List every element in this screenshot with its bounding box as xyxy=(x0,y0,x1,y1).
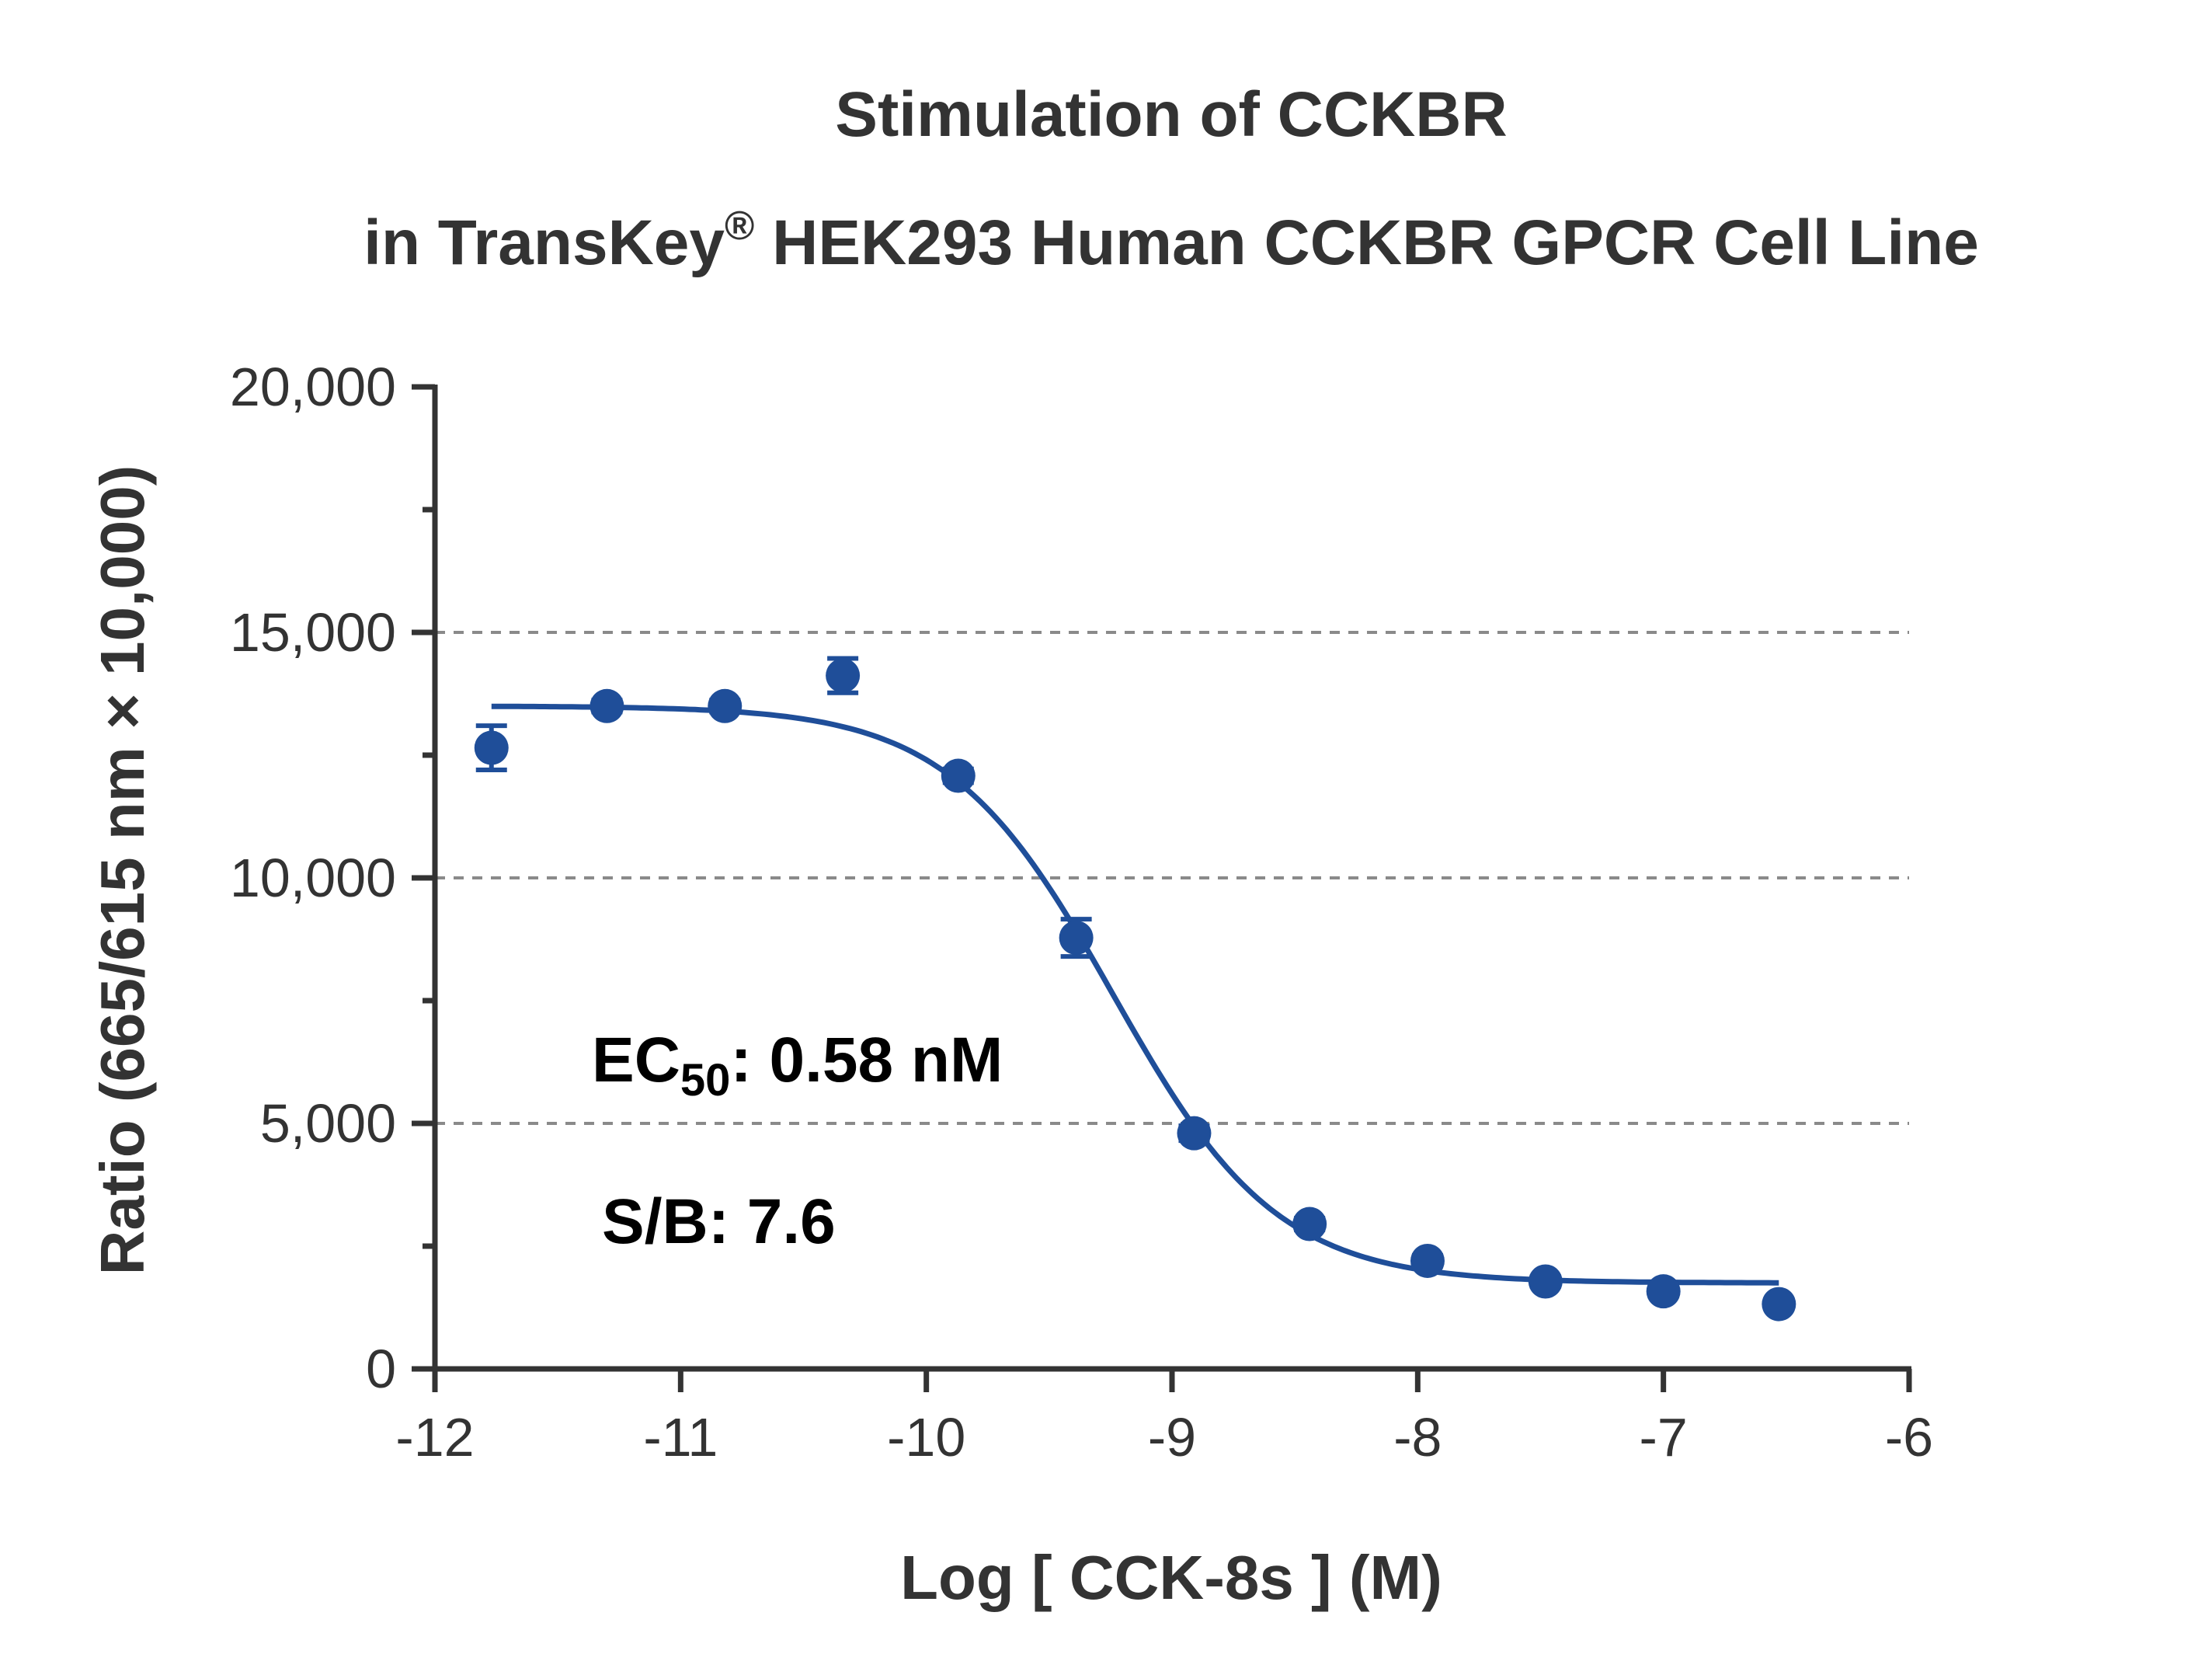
sb-annotation: S/B: 7.6 xyxy=(602,1186,836,1257)
data-point xyxy=(1292,1207,1327,1241)
x-tick-label: -10 xyxy=(887,1407,965,1468)
y-tick-label: 20,000 xyxy=(230,357,396,417)
x-tick-label: -8 xyxy=(1393,1407,1442,1468)
ec50-subscript: 50 xyxy=(680,1055,731,1106)
x-tick-label: -12 xyxy=(395,1407,474,1468)
data-point xyxy=(708,688,743,723)
data-point xyxy=(1059,921,1094,956)
axes xyxy=(412,384,1912,1392)
data-point xyxy=(1762,1287,1796,1322)
chart-title-line2-post: HEK293 Human CCKBR GPCR Cell Line xyxy=(754,207,1979,278)
data-point xyxy=(474,730,509,765)
x-axis-title: Log [ CCK-8s ] (M) xyxy=(900,1543,1442,1612)
fit-curve xyxy=(491,703,1779,1286)
x-tick-label: -9 xyxy=(1148,1407,1196,1468)
x-tick-label: -11 xyxy=(643,1407,718,1468)
ec50-annotation: EC50: 0.58 nM xyxy=(592,1025,1003,1106)
y-tick-label: 15,000 xyxy=(230,602,396,663)
y-tick-labels: 0 5,000 10,000 15,000 20,000 xyxy=(230,357,396,1399)
data-point xyxy=(1177,1116,1212,1151)
data-point xyxy=(1528,1264,1563,1299)
chart-title-line2-pre: in TransKey xyxy=(363,207,725,278)
data-point xyxy=(1410,1243,1445,1278)
y-tick-label: 0 xyxy=(366,1339,396,1399)
x-tick-label: -7 xyxy=(1640,1407,1688,1468)
data-point xyxy=(826,658,861,693)
y-axis-title: Ratio (665/615 nm × 10,000) xyxy=(88,465,157,1276)
x-tick-labels: -12 -11 -10 -9 -8 -7 -6 xyxy=(395,1407,1933,1468)
chart-title-line1: Stimulation of CCKBR xyxy=(835,79,1507,150)
ec50-value: : 0.58 nM xyxy=(730,1025,1003,1095)
data-point xyxy=(590,688,624,723)
registered-mark: ® xyxy=(725,204,754,249)
y-tick-label: 10,000 xyxy=(230,848,396,908)
data-point xyxy=(1646,1274,1681,1309)
y-tick-label: 5,000 xyxy=(260,1093,396,1154)
gridlines xyxy=(435,631,1909,1125)
chart-title-line2: in TransKey® HEK293 Human CCKBR GPCR Cel… xyxy=(363,204,1979,278)
x-tick-label: -6 xyxy=(1885,1407,1933,1468)
ec50-prefix: EC xyxy=(592,1025,680,1095)
data-points xyxy=(474,658,1796,1322)
data-point xyxy=(941,758,976,793)
